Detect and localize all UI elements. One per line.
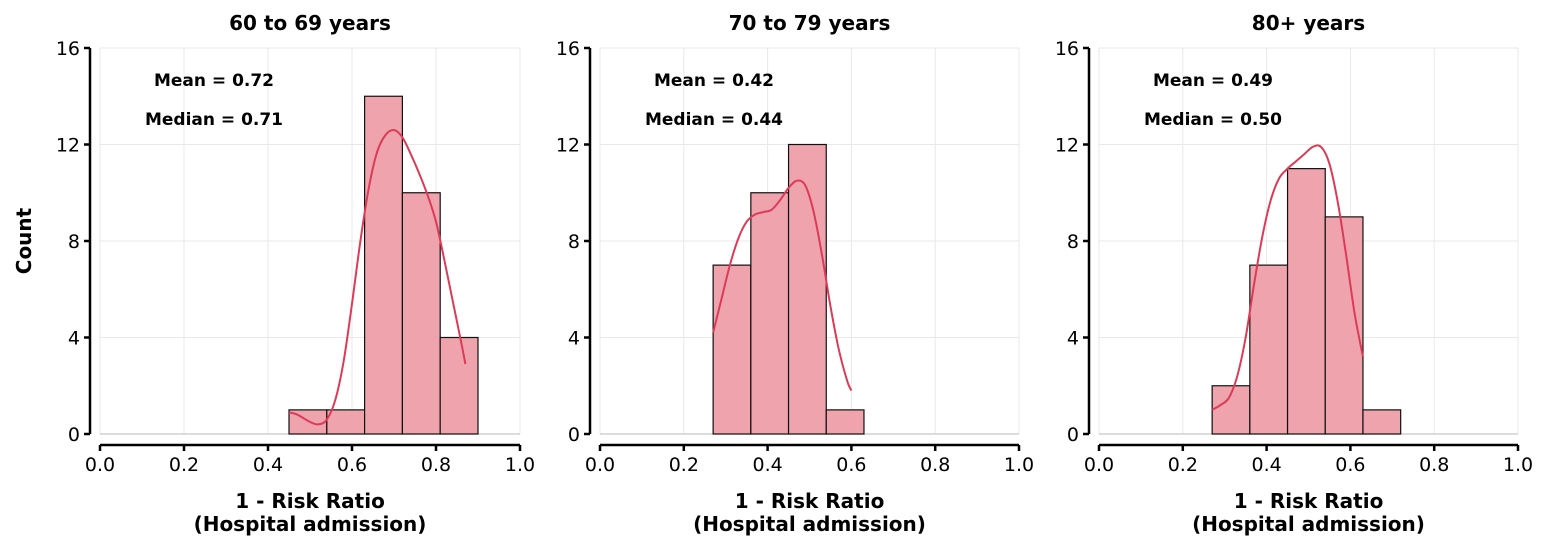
histogram-bar <box>364 95 404 435</box>
x-tick-label: 0.6 <box>836 454 866 476</box>
x-axis-label: (Hospital admission) <box>1192 512 1425 536</box>
histogram-bar <box>750 192 790 435</box>
x-tick-label: 0.2 <box>669 454 699 476</box>
panel-title: 60 to 69 years <box>229 11 391 35</box>
panel-2: 0 4 8 12 16 0.0 0.2 0.4 0.6 0.8 1.0 70 to 79 years 1… <box>556 11 1034 536</box>
x-tick-label: 0.8 <box>1419 454 1449 476</box>
x-tick-label: 0.4 <box>752 454 782 476</box>
histogram-bar <box>1286 168 1326 435</box>
x-tick-label: 0.4 <box>253 454 283 476</box>
x-tick-label: 0.2 <box>1168 454 1198 476</box>
x-tick-label: 1.0 <box>1503 454 1533 476</box>
x-tick-label: 0.4 <box>1251 454 1281 476</box>
histogram-bar <box>1362 409 1402 435</box>
x-tick-label: 0.8 <box>421 454 451 476</box>
x-tick-label: 0.8 <box>920 454 950 476</box>
x-tick-label: 0.6 <box>1335 454 1365 476</box>
panel-3: 0 4 8 12 16 0.0 0.2 0.4 0.6 0.8 1.0 80+ years 1 - Ri… <box>1055 11 1533 536</box>
median-annotation: Median = 0.71 <box>145 110 283 130</box>
kde-curve <box>288 128 467 426</box>
panel-title: 80+ years <box>1252 11 1365 35</box>
mean-annotation: Mean = 0.42 <box>654 71 774 91</box>
y-tick-label: 4 <box>1067 328 1079 350</box>
histogram-bar <box>825 409 865 435</box>
kde-curve <box>1211 144 1364 411</box>
x-tick-label: 0.0 <box>1084 454 1114 476</box>
mean-annotation: Mean = 0.72 <box>154 71 274 91</box>
y-tick-label: 0 <box>68 424 80 446</box>
y-tick-label: 16 <box>1055 38 1079 60</box>
y-tick-label: 4 <box>68 328 80 350</box>
histogram-bar <box>712 264 752 435</box>
y-axis-label: Count <box>12 207 36 274</box>
y-tick-label: 4 <box>568 328 580 350</box>
y-tick-label: 12 <box>56 135 80 157</box>
y-tick-label: 12 <box>556 135 580 157</box>
histogram-bar <box>326 409 366 435</box>
x-axis-label: 1 - Risk Ratio <box>1234 489 1384 513</box>
histogram-bar <box>1249 264 1289 435</box>
median-annotation: Median = 0.50 <box>1144 110 1282 130</box>
y-tick-label: 12 <box>1055 135 1079 157</box>
y-tick-label: 8 <box>568 231 580 253</box>
x-axis-label: (Hospital admission) <box>693 512 926 536</box>
x-tick-label: 0.0 <box>85 454 115 476</box>
histogram-bar <box>401 192 441 435</box>
x-axis-label: 1 - Risk Ratio <box>735 489 885 513</box>
x-axis-label: 1 - Risk Ratio <box>235 489 385 513</box>
x-tick-label: 0.0 <box>585 454 615 476</box>
x-tick-label: 0.2 <box>169 454 199 476</box>
y-tick-label: 16 <box>56 38 80 60</box>
x-axis-label: (Hospital admission) <box>194 512 427 536</box>
y-tick-label: 0 <box>1067 424 1079 446</box>
mean-annotation: Mean = 0.49 <box>1153 71 1273 91</box>
x-tick-label: 1.0 <box>505 454 535 476</box>
y-tick-label: 8 <box>68 231 80 253</box>
histogram-bar <box>439 336 479 435</box>
y-tick-label: 0 <box>568 424 580 446</box>
panel-1: 0 4 8 12 16 0.0 0.2 0.4 0.6 0.8 1.0 60 to 69 years 1… <box>12 11 535 536</box>
panel-title: 70 to 79 years <box>729 11 891 35</box>
y-tick-label: 16 <box>556 38 580 60</box>
kde-curve <box>712 179 853 392</box>
median-annotation: Median = 0.44 <box>645 110 783 130</box>
y-tick-label: 8 <box>1067 231 1079 253</box>
x-tick-label: 1.0 <box>1004 454 1034 476</box>
x-tick-label: 0.6 <box>337 454 367 476</box>
